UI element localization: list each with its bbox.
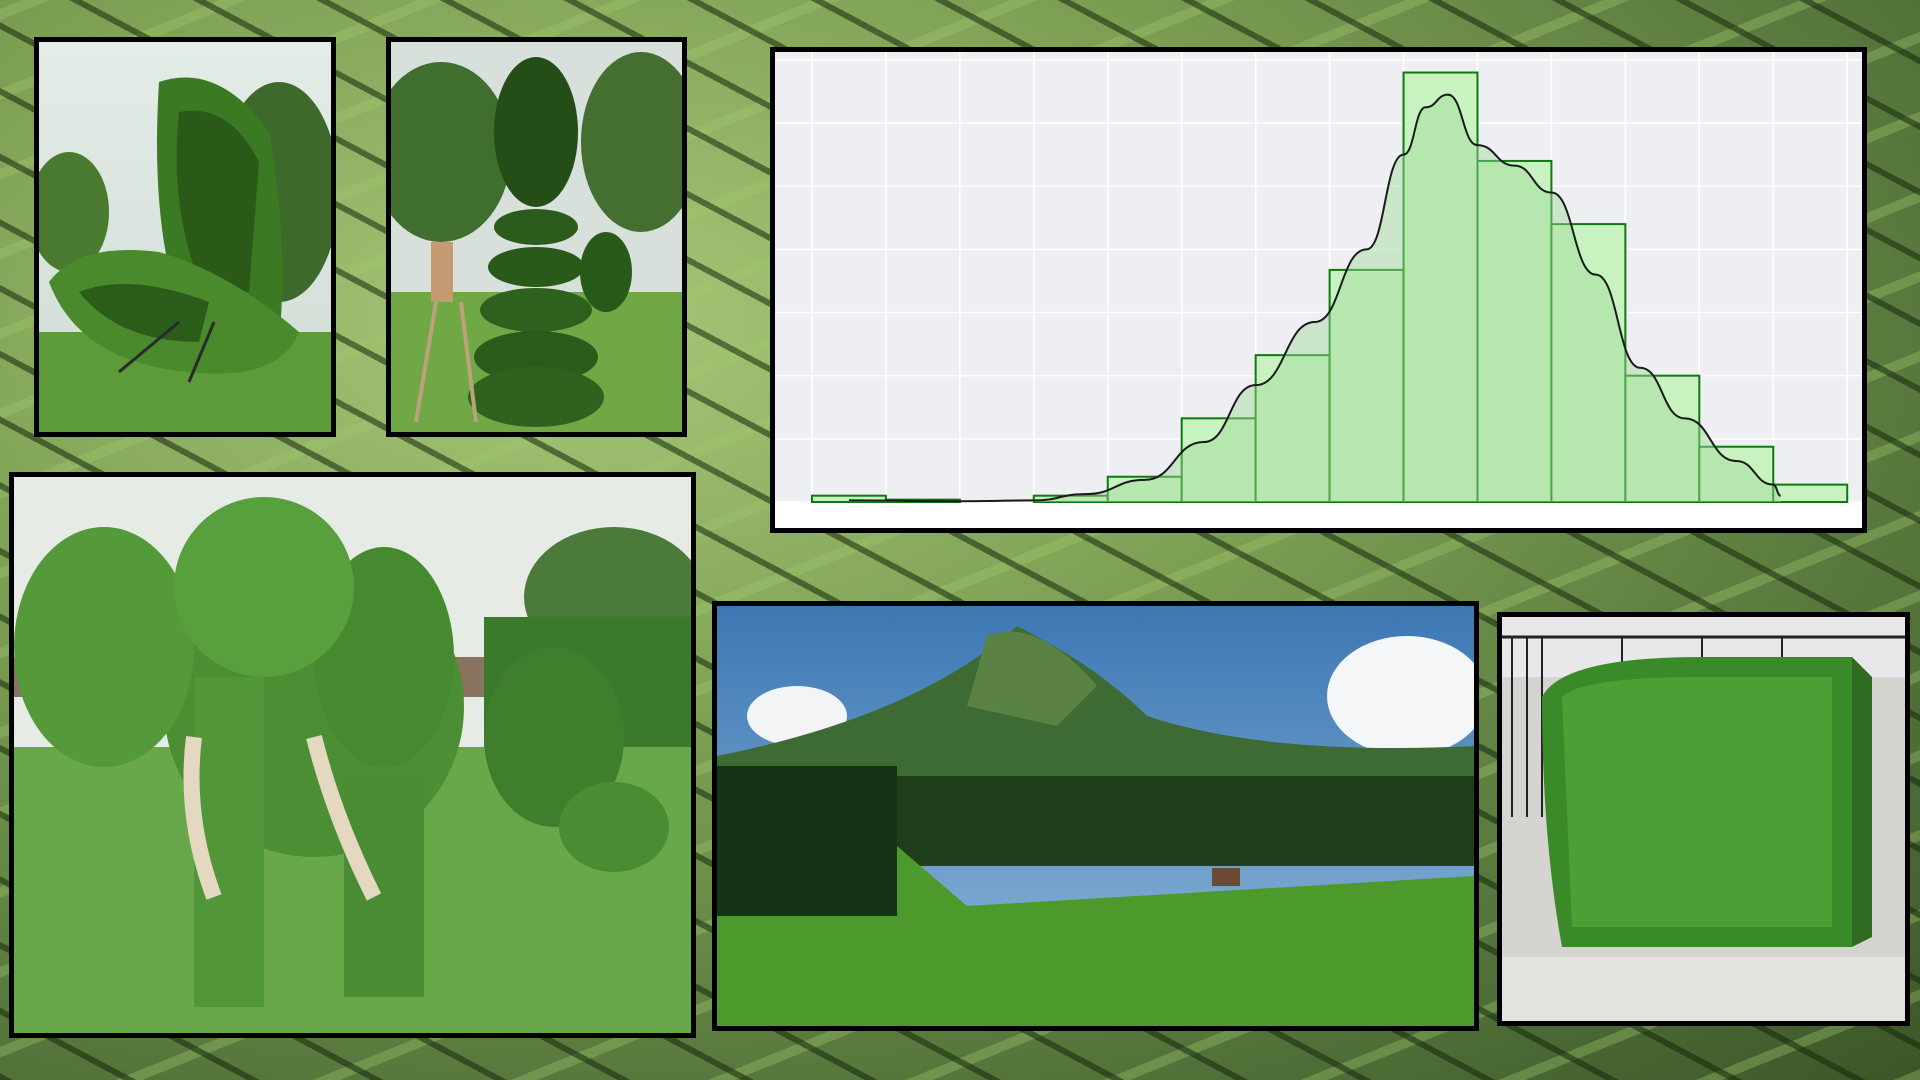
histogram-chart — [770, 47, 1867, 533]
histogram-bar — [1402, 71, 1479, 504]
density-area — [848, 94, 1781, 502]
histogram-bar — [1106, 475, 1183, 504]
histogram-bar — [1772, 483, 1849, 504]
histogram-bars — [810, 71, 1849, 504]
butterfly-topiary-photo — [34, 37, 336, 437]
density-curve — [848, 93, 1782, 503]
spiral-topiary-photo — [386, 37, 687, 437]
histogram-bar — [1328, 268, 1405, 503]
histogram-bar — [1476, 159, 1553, 504]
histogram-bar — [1698, 445, 1775, 504]
mountain-meadow-photo — [712, 601, 1479, 1031]
cube-hedge-photo — [1497, 612, 1910, 1026]
histogram-plot — [775, 52, 1862, 504]
elephant-topiary-photo — [9, 472, 696, 1038]
histogram-bar — [1624, 374, 1701, 503]
